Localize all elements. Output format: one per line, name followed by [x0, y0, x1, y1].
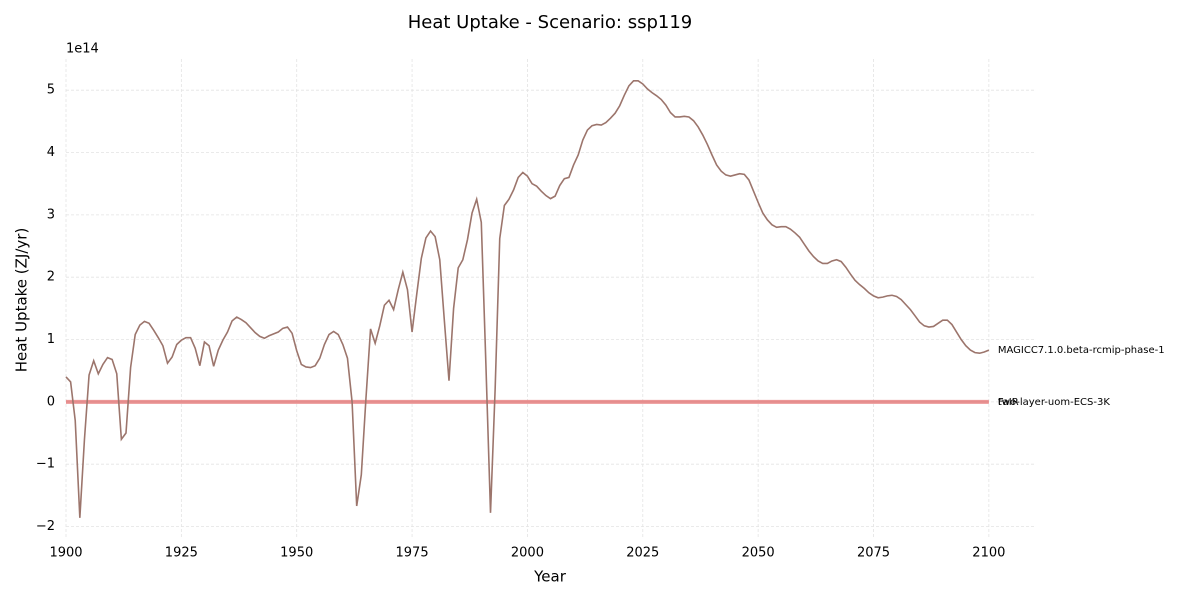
- y-tick-label: −2: [36, 519, 55, 534]
- y-tick-label: −1: [36, 457, 55, 472]
- x-tick-label: 2025: [626, 546, 659, 561]
- series-end-label: two-layer-uom-ECS-3K: [998, 397, 1110, 408]
- x-tick-label: 2000: [511, 546, 544, 561]
- y-tick-label: 0: [47, 394, 55, 409]
- x-tick-label: 1900: [49, 546, 82, 561]
- y-offset-label: 1e14: [66, 42, 99, 57]
- y-tick-label: 3: [47, 207, 55, 222]
- x-tick-label: 2050: [742, 546, 775, 561]
- x-tick-label: 1975: [396, 546, 429, 561]
- series-line: [65, 80, 990, 518]
- y-tick-label: 2: [47, 270, 55, 285]
- y-axis-title: Heat Uptake (ZJ/yr): [13, 228, 31, 373]
- y-tick-label: 5: [47, 83, 55, 98]
- x-tick-label: 1950: [280, 546, 313, 561]
- series-end-label: MAGICC7.1.0.beta-rcmip-phase-1: [998, 345, 1165, 356]
- y-tick-label: 4: [47, 145, 55, 160]
- x-axis-title: Year: [533, 568, 567, 586]
- x-tick-label: 1925: [165, 546, 198, 561]
- y-tick-label: 1: [47, 332, 55, 347]
- grid: 1900 1925 1950 1975 2000 2025 2050 2075 2100 −2 −1…: [36, 59, 1035, 561]
- series-end-label: FaIR: [998, 397, 1019, 408]
- chart-title: Heat Uptake - Scenario: ssp119: [408, 12, 692, 33]
- x-tick-label: 2100: [972, 546, 1005, 561]
- x-tick-label: 2075: [857, 546, 890, 561]
